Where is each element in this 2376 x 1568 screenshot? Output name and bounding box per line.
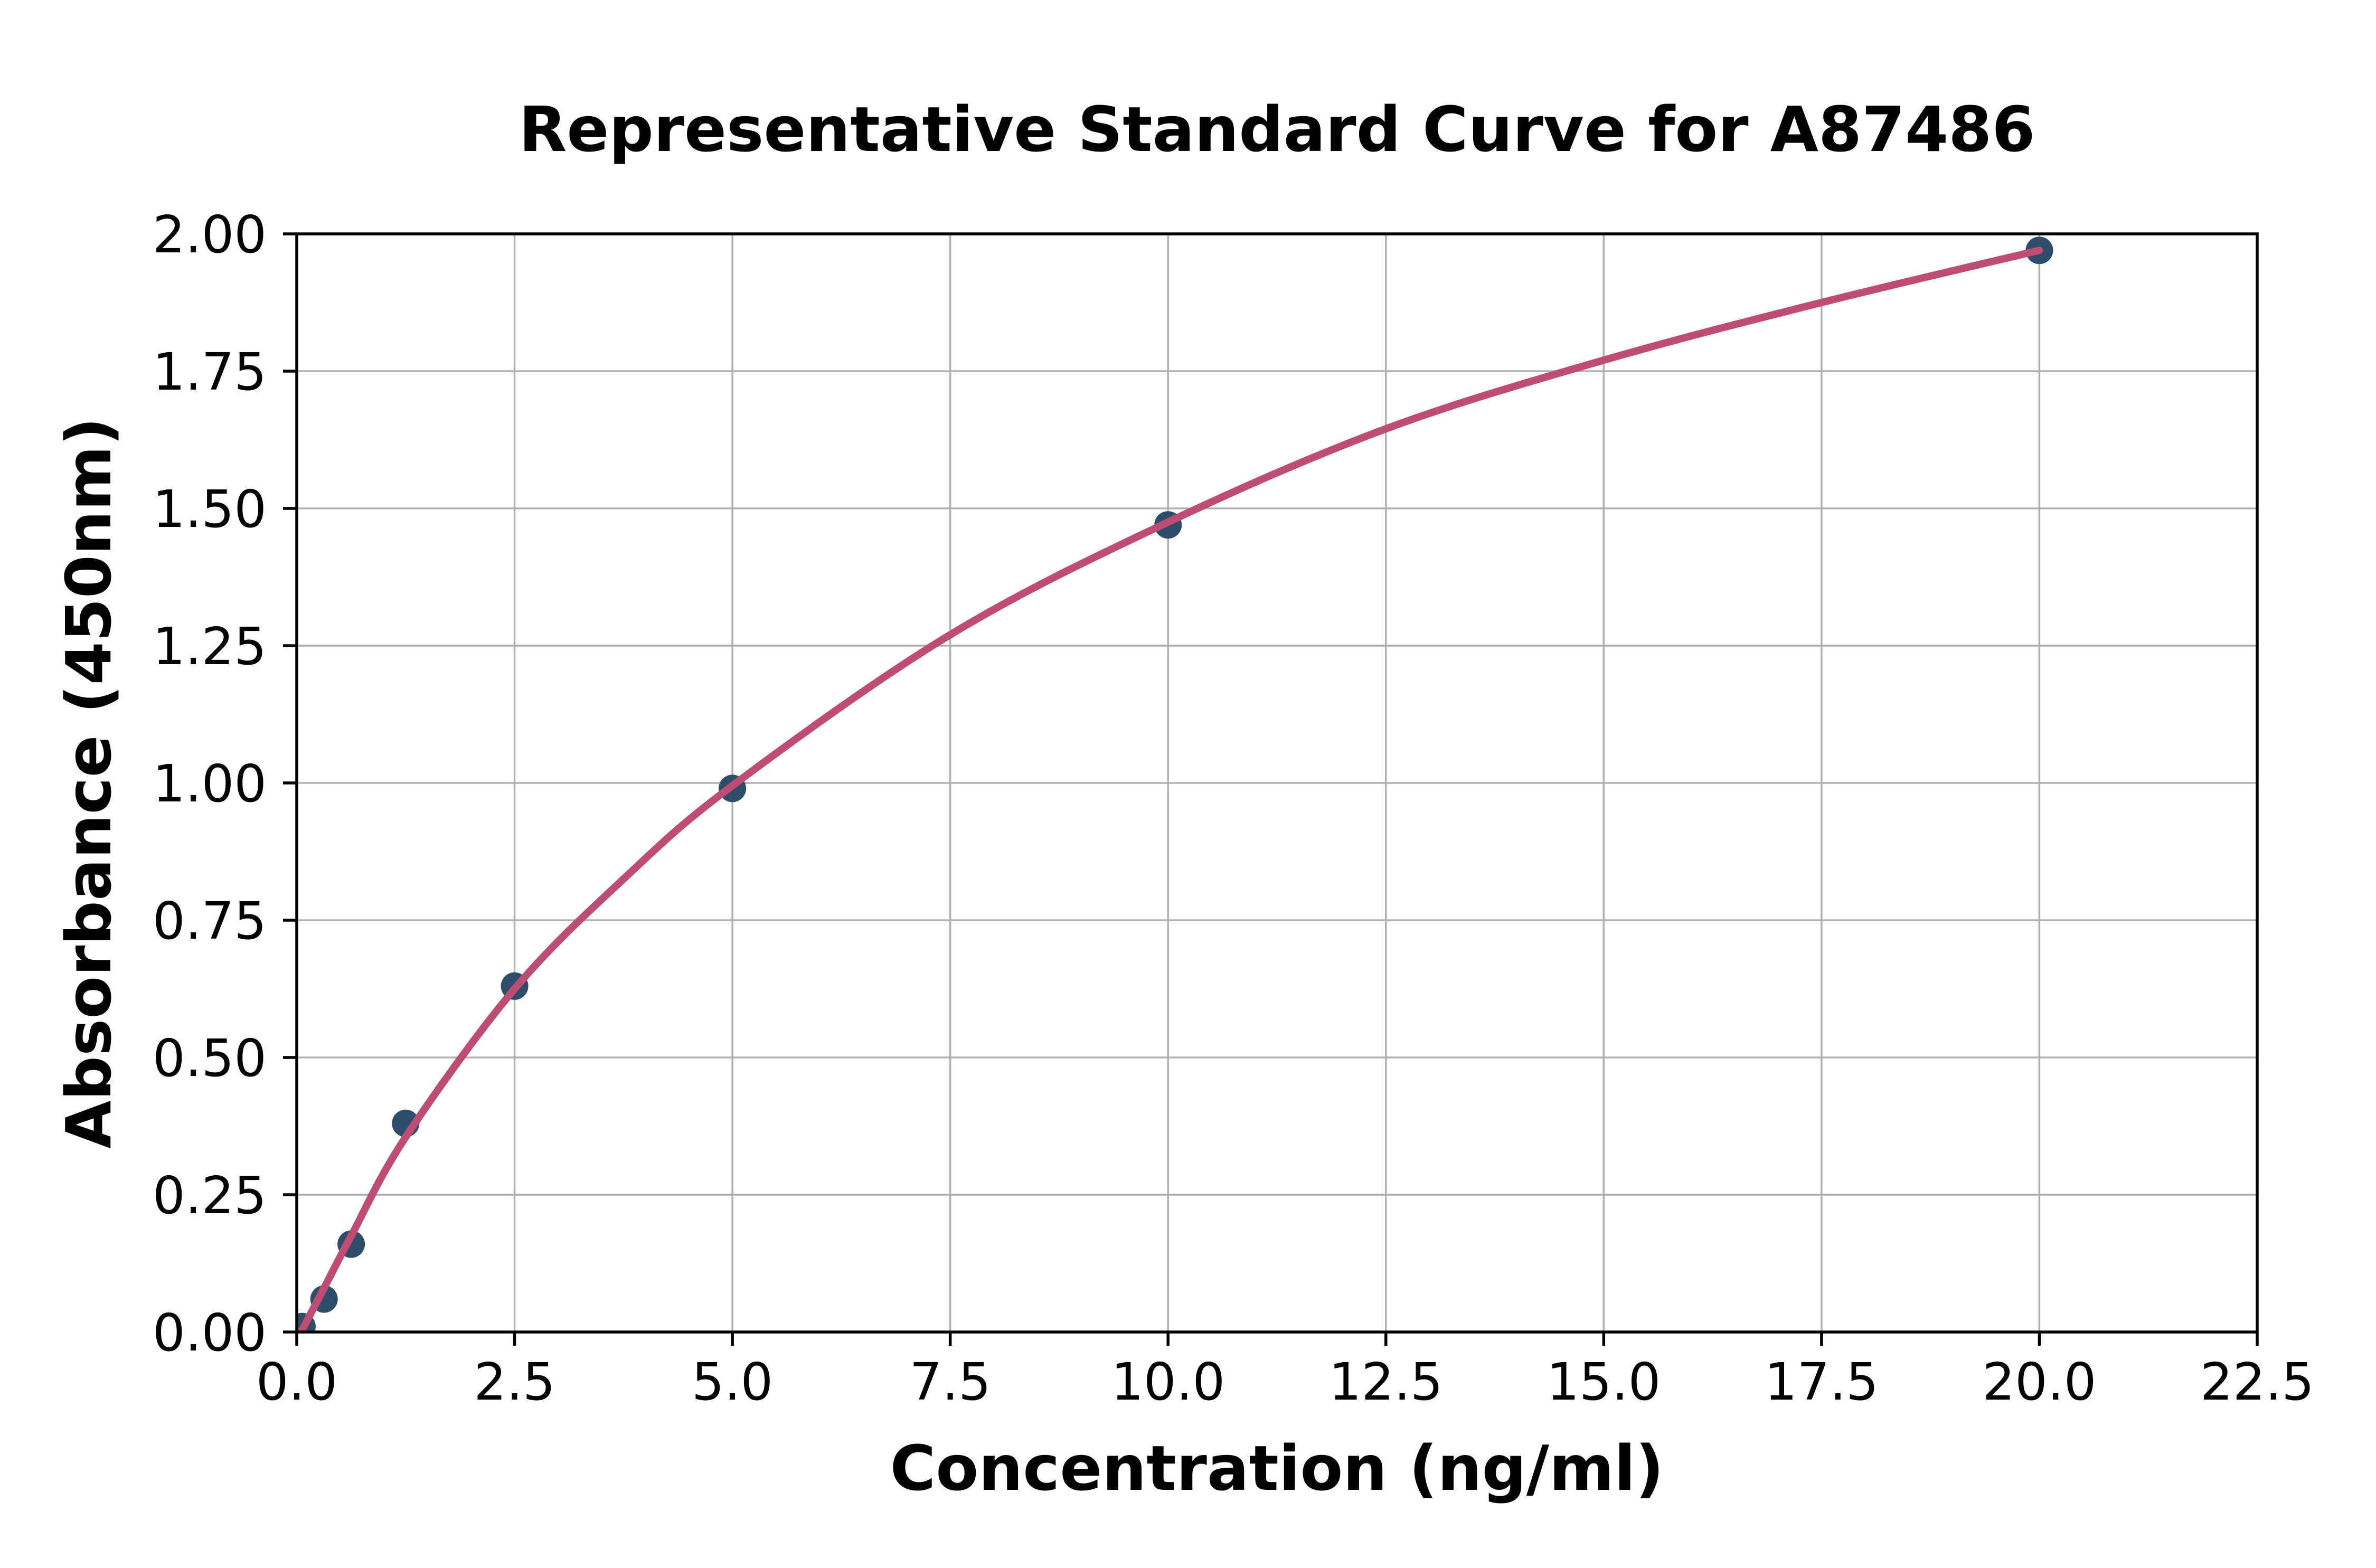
x-tick-label: 20.0 — [1982, 1352, 2096, 1412]
x-tick-label: 17.5 — [1765, 1352, 1879, 1412]
x-tick-label: 5.0 — [692, 1352, 773, 1412]
y-tick-label: 0.00 — [153, 1303, 267, 1363]
chart-title: Representative Standard Curve for A87486 — [518, 93, 2035, 166]
y-tick-label: 0.75 — [153, 891, 267, 951]
y-tick-label: 1.00 — [153, 754, 267, 814]
y-tick-label: 0.25 — [153, 1166, 267, 1225]
x-axis-label: Concentration (ng/ml) — [890, 1432, 1664, 1505]
y-tick-label: 0.50 — [153, 1028, 267, 1088]
y-tick-label: 1.75 — [153, 342, 267, 402]
y-tick-label: 2.00 — [153, 205, 267, 265]
x-tick-label: 12.5 — [1329, 1352, 1443, 1412]
y-tick-label: 1.25 — [153, 617, 267, 676]
y-tick-label: 1.50 — [153, 479, 267, 539]
x-tick-label: 10.0 — [1111, 1352, 1225, 1412]
x-tick-label: 22.5 — [2200, 1352, 2314, 1412]
x-tick-label: 15.0 — [1547, 1352, 1661, 1412]
fit-curve-line — [297, 247, 2043, 1332]
x-tick-label: 0.0 — [256, 1352, 337, 1412]
x-tick-label: 2.5 — [474, 1352, 555, 1412]
x-tick-label: 7.5 — [910, 1352, 991, 1412]
